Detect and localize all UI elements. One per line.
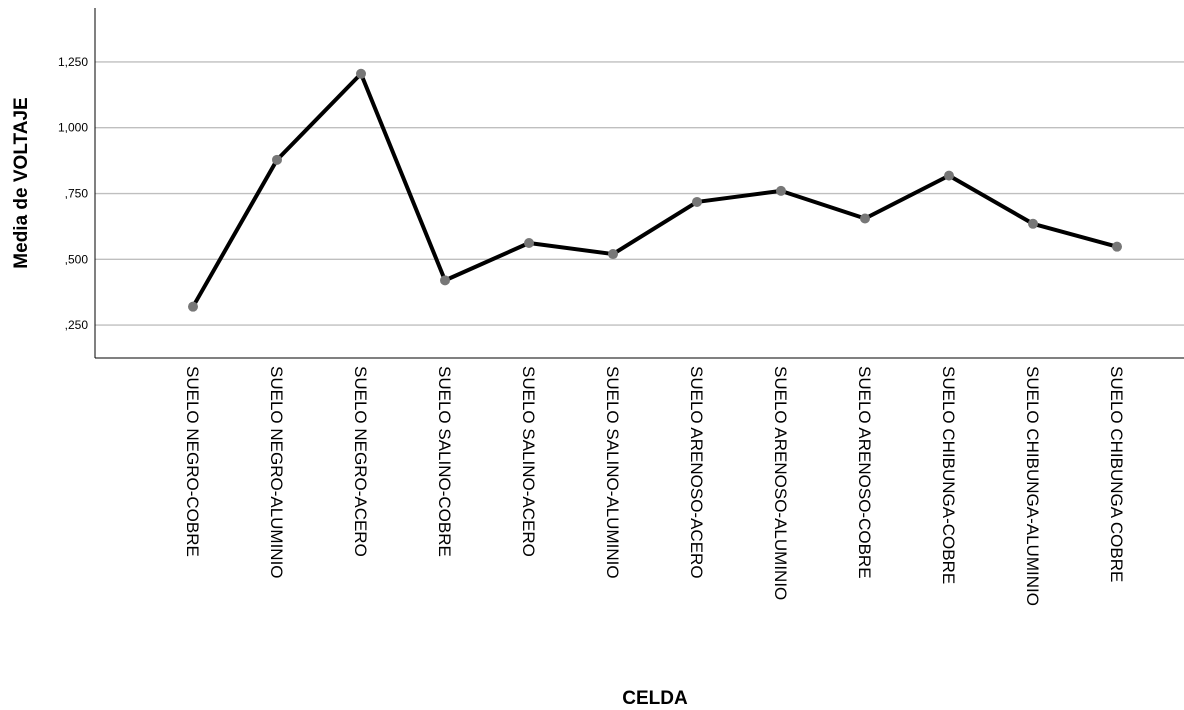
- x-tick-label: SUELO CHIBUNGA COBRE: [1107, 366, 1126, 582]
- data-point: [860, 213, 870, 224]
- x-tick-label: SUELO NEGRO-COBRE: [183, 366, 202, 557]
- data-point: [356, 68, 366, 79]
- x-tick-label: SUELO CHIBUNGA-ALUMINIO: [1023, 366, 1042, 606]
- x-tick-label: SUELO ARENOSO-COBRE: [855, 366, 874, 579]
- data-point: [1112, 241, 1122, 252]
- gridlines: [95, 61, 1184, 326]
- series-voltaje: [188, 68, 1122, 312]
- x-tick-label: SUELO NEGRO-ALUMINIO: [267, 366, 286, 579]
- y-tick-label: 1,000: [58, 121, 88, 135]
- y-tick-labels: ,250 ,500 ,750 1,000 1,250: [58, 55, 88, 332]
- y-axis-title: Media de VOLTAJE: [11, 97, 32, 268]
- x-tick-labels: SUELO NEGRO-COBRE SUELO NEGRO-ALUMINIO SUE…: [183, 366, 1126, 606]
- y-tick-label: ,750: [65, 187, 89, 201]
- data-point: [608, 249, 618, 260]
- x-tick-label: SUELO SALINO-COBRE: [435, 366, 454, 557]
- data-point: [524, 238, 534, 248]
- x-tick-label: SUELO SALINO-ALUMINIO: [603, 366, 622, 579]
- series-line: [191, 71, 1118, 308]
- data-point: [188, 301, 198, 312]
- x-tick-label: SUELO NEGRO-ACERO: [351, 366, 370, 557]
- axes: [94, 8, 1184, 359]
- data-point: [776, 185, 786, 196]
- x-tick-label: SUELO CHIBUNGA-COBRE: [939, 366, 958, 584]
- y-tick-label: ,500: [65, 252, 89, 266]
- x-axis-title: CELDA: [622, 688, 688, 709]
- y-tick-label: 1,250: [58, 55, 88, 69]
- x-tick-label: SUELO ARENOSO-ACERO: [687, 366, 706, 579]
- x-tick-label: SUELO ARENOSO-ALUMINIO: [771, 366, 790, 600]
- data-point: [440, 275, 450, 286]
- data-point: [1028, 218, 1038, 229]
- x-tick-label: SUELO SALINO-ACERO: [519, 366, 538, 557]
- data-point: [944, 170, 954, 181]
- data-point: [272, 154, 282, 165]
- y-tick-label: ,250: [65, 318, 89, 332]
- data-point: [692, 196, 702, 207]
